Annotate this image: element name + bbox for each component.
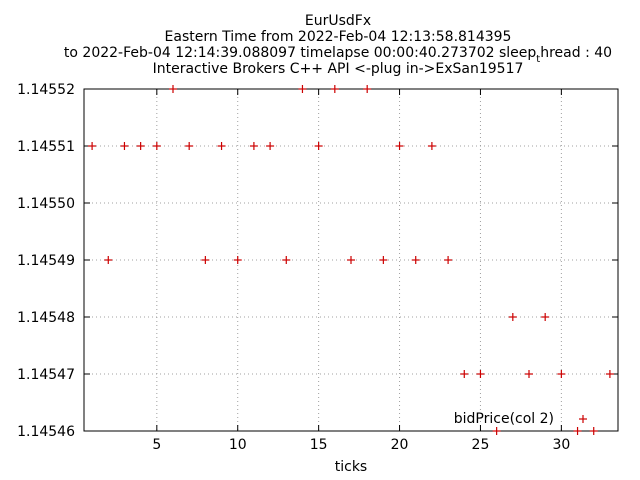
data-point (233, 256, 242, 264)
x-tick-label: 10 (229, 437, 247, 453)
legend: bidPrice(col 2) (454, 411, 587, 427)
title-line-4: Interactive Brokers C++ API <-plug in->E… (153, 61, 524, 77)
x-tick-label: 30 (552, 437, 570, 453)
title-line-1: EurUsdFx (305, 13, 371, 29)
y-tick-label: 1.14546 (17, 424, 75, 440)
data-point (298, 85, 307, 93)
title-line-3-main: to 2022-Feb-04 12:14:39.088097 timelapse… (64, 45, 536, 61)
data-point (541, 313, 550, 321)
data-point (379, 256, 388, 264)
data-point (508, 313, 517, 321)
legend-marker (579, 415, 587, 423)
data-point (330, 85, 339, 93)
data-point (444, 256, 453, 264)
x-tick-label: 20 (391, 437, 409, 453)
y-tick-label: 1.14551 (17, 139, 75, 155)
x-tick-label: 15 (310, 437, 328, 453)
data-point (185, 142, 194, 150)
data-point (266, 142, 275, 150)
data-point (152, 142, 161, 150)
data-point (605, 370, 614, 378)
y-tick-label: 1.14550 (17, 196, 75, 212)
y-tick-labels: 1.14546 1.14547 1.14548 1.14549 1.14550 1.145… (17, 82, 75, 440)
title-line-3: to 2022-Feb-04 12:14:39.088097 timelapse… (64, 45, 612, 65)
y-tick-label: 1.14549 (17, 253, 75, 269)
legend-label: bidPrice(col 2) (454, 411, 554, 427)
data-point (314, 142, 323, 150)
data-point (136, 142, 145, 150)
data-point (363, 85, 372, 93)
y-tick-label: 1.14552 (17, 82, 75, 98)
data-point (557, 370, 566, 378)
title-line-3-subscript: t (536, 54, 540, 65)
data-point (460, 370, 469, 378)
data-point (120, 142, 129, 150)
x-axis-label: ticks (335, 459, 367, 475)
data-point (589, 427, 598, 435)
title-line-2: Eastern Time from 2022-Feb-04 12:13:58.8… (165, 29, 512, 45)
data-point (217, 142, 226, 150)
y-tick-label: 1.14548 (17, 310, 75, 326)
data-point (573, 427, 582, 435)
data-point (249, 142, 258, 150)
data-point (427, 142, 436, 150)
data-point (104, 256, 113, 264)
x-tick-label: 25 (472, 437, 490, 453)
data-point (395, 142, 404, 150)
data-point (476, 370, 485, 378)
x-tick-label: 5 (152, 437, 161, 453)
data-point (347, 256, 355, 264)
data-point (88, 142, 97, 150)
data-point (411, 256, 420, 264)
data-point (201, 256, 210, 264)
data-point (492, 427, 501, 435)
y-tick-label: 1.14547 (17, 367, 75, 383)
title-line-3-tail: hread : 40 (540, 45, 612, 61)
chart-title: EurUsdFx Eastern Time from 2022-Feb-04 1… (64, 13, 612, 77)
data-point (169, 85, 177, 93)
data-point (282, 256, 291, 264)
data-point (525, 370, 533, 378)
data-points (88, 85, 614, 435)
x-tick-labels: 5 10 15 20 25 30 (152, 437, 570, 453)
